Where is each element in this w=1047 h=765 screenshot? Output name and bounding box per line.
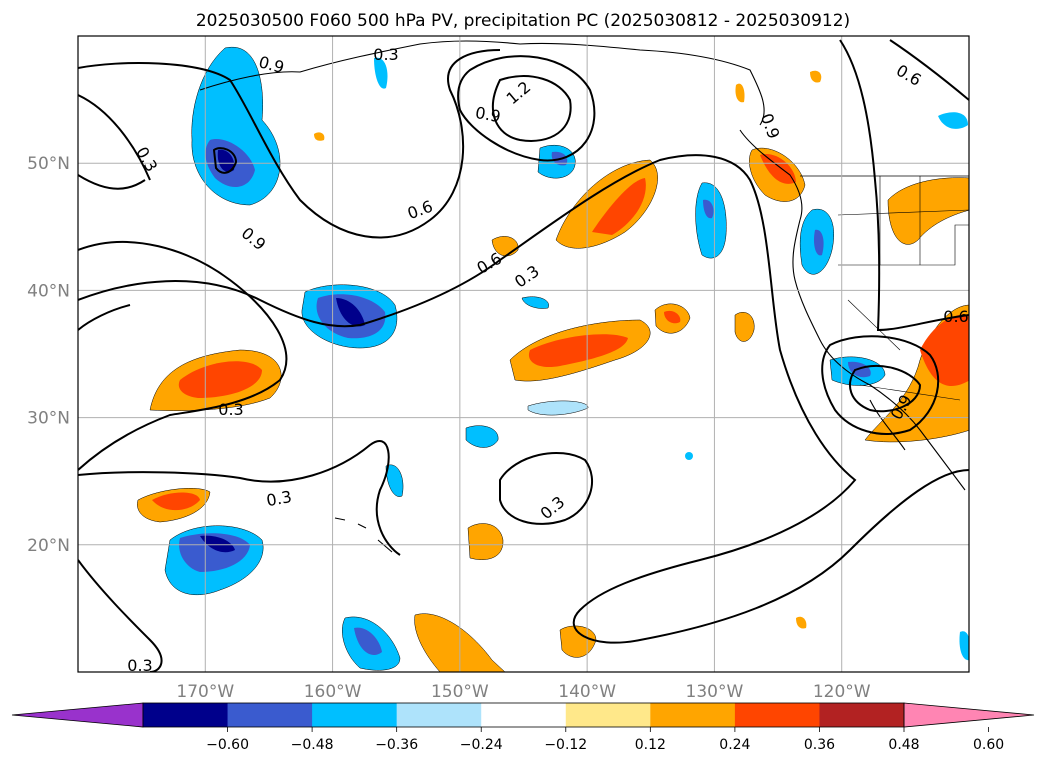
lon-tick-label: 170°W [176,682,234,702]
colorbar-tick-label: 0.60 [973,737,1004,753]
baja [869,399,906,451]
map-frame [77,35,970,673]
colorbar-tick-label: −0.24 [460,737,503,753]
colorbar-tick-label: 0.36 [804,737,835,753]
contour-0.6-right [889,39,969,101]
contour-0.3-main [78,241,288,672]
colorbar-tick-label: 0.24 [719,737,750,753]
contour-label: 0.6 [943,307,968,326]
colorbar-segment [312,703,398,727]
border-mexico [859,384,961,401]
lon-tick-label: 140°W [558,682,616,702]
contour-0.9-loop [457,55,596,162]
colorbar-segment [396,703,482,727]
us-west-coast [792,219,966,491]
contour-label: 0.9 [474,103,502,126]
colorbar-tick-label: −0.48 [291,737,334,753]
gridlines [78,36,969,672]
alaska-coast [199,40,765,126]
chart-title: 2025030500 F060 500 hPa PV, precipitatio… [196,11,850,31]
pos-region-3 [555,159,658,249]
lat-tick-label: 30°N [27,409,70,429]
hawaii [334,517,393,553]
coastlines [199,40,969,553]
contour-0.3-north [78,94,151,190]
contour-1.2-loop [491,75,572,142]
colorbar-segment [481,703,567,727]
contour-label: 0.3 [218,400,243,419]
lat-tick-label: 20°N [27,536,70,556]
contour-0.9-right [839,39,969,332]
border-state2 [838,224,969,266]
contour-0.9-socal [849,365,922,413]
lon-tick-label: 150°W [431,682,489,702]
lat-tick-label: 50°N [27,154,70,174]
contour-0.3-small-loop [499,452,594,525]
lat-tick-label: 40°N [27,281,70,301]
contour-label: 0.3 [373,45,398,64]
colorbar-tick-label: 0.48 [888,737,919,753]
map-area [78,36,969,672]
bc-coast [739,129,803,221]
border-state1 [837,209,969,216]
colorbar-tick-label: −0.12 [544,737,587,753]
contour-0.6-main [78,154,969,644]
colorbar-segment [565,703,651,727]
colorbar-tick-label: 0.12 [635,737,666,753]
lon-tick-label: 120°W [813,682,871,702]
pv-contours [78,39,969,672]
colorbar-frame [142,702,905,728]
contour-0.9-west [78,49,501,239]
lon-tick-label: 130°W [686,682,744,702]
geo-tick-labels: 170°W 160°W 150°W 140°W 130°W 120°W 50°N 40°N 30… [27,154,871,702]
colorbar-segment [227,703,313,727]
contour-0.3-nw [212,147,238,174]
contour-0.6-far-west [78,304,131,331]
contour-0.3-mid [78,440,401,556]
colorbar-tick-label: −0.60 [206,737,249,753]
colorbar-extend-high [903,702,1035,728]
contour-label: 0.3 [127,656,152,675]
border-state3 [847,299,901,351]
contour-label: 0.3 [265,487,293,510]
colorbar-extend-low [11,702,144,728]
colorbar-tick-label: −0.36 [375,737,418,753]
pos-region-6 [887,177,969,245]
filled-regions [137,46,969,672]
colorbar: −0.60 −0.48 −0.36 −0.24 −0.12 0.12 0.24 0.36 0.4… [11,702,1035,753]
colorbar-segment [143,703,229,727]
lon-tick-label: 160°W [304,682,362,702]
colorbar-segment [650,703,736,727]
colorbar-segment [734,703,820,727]
colorbar-segment [819,703,905,727]
contour-0.3-socal [821,335,940,435]
